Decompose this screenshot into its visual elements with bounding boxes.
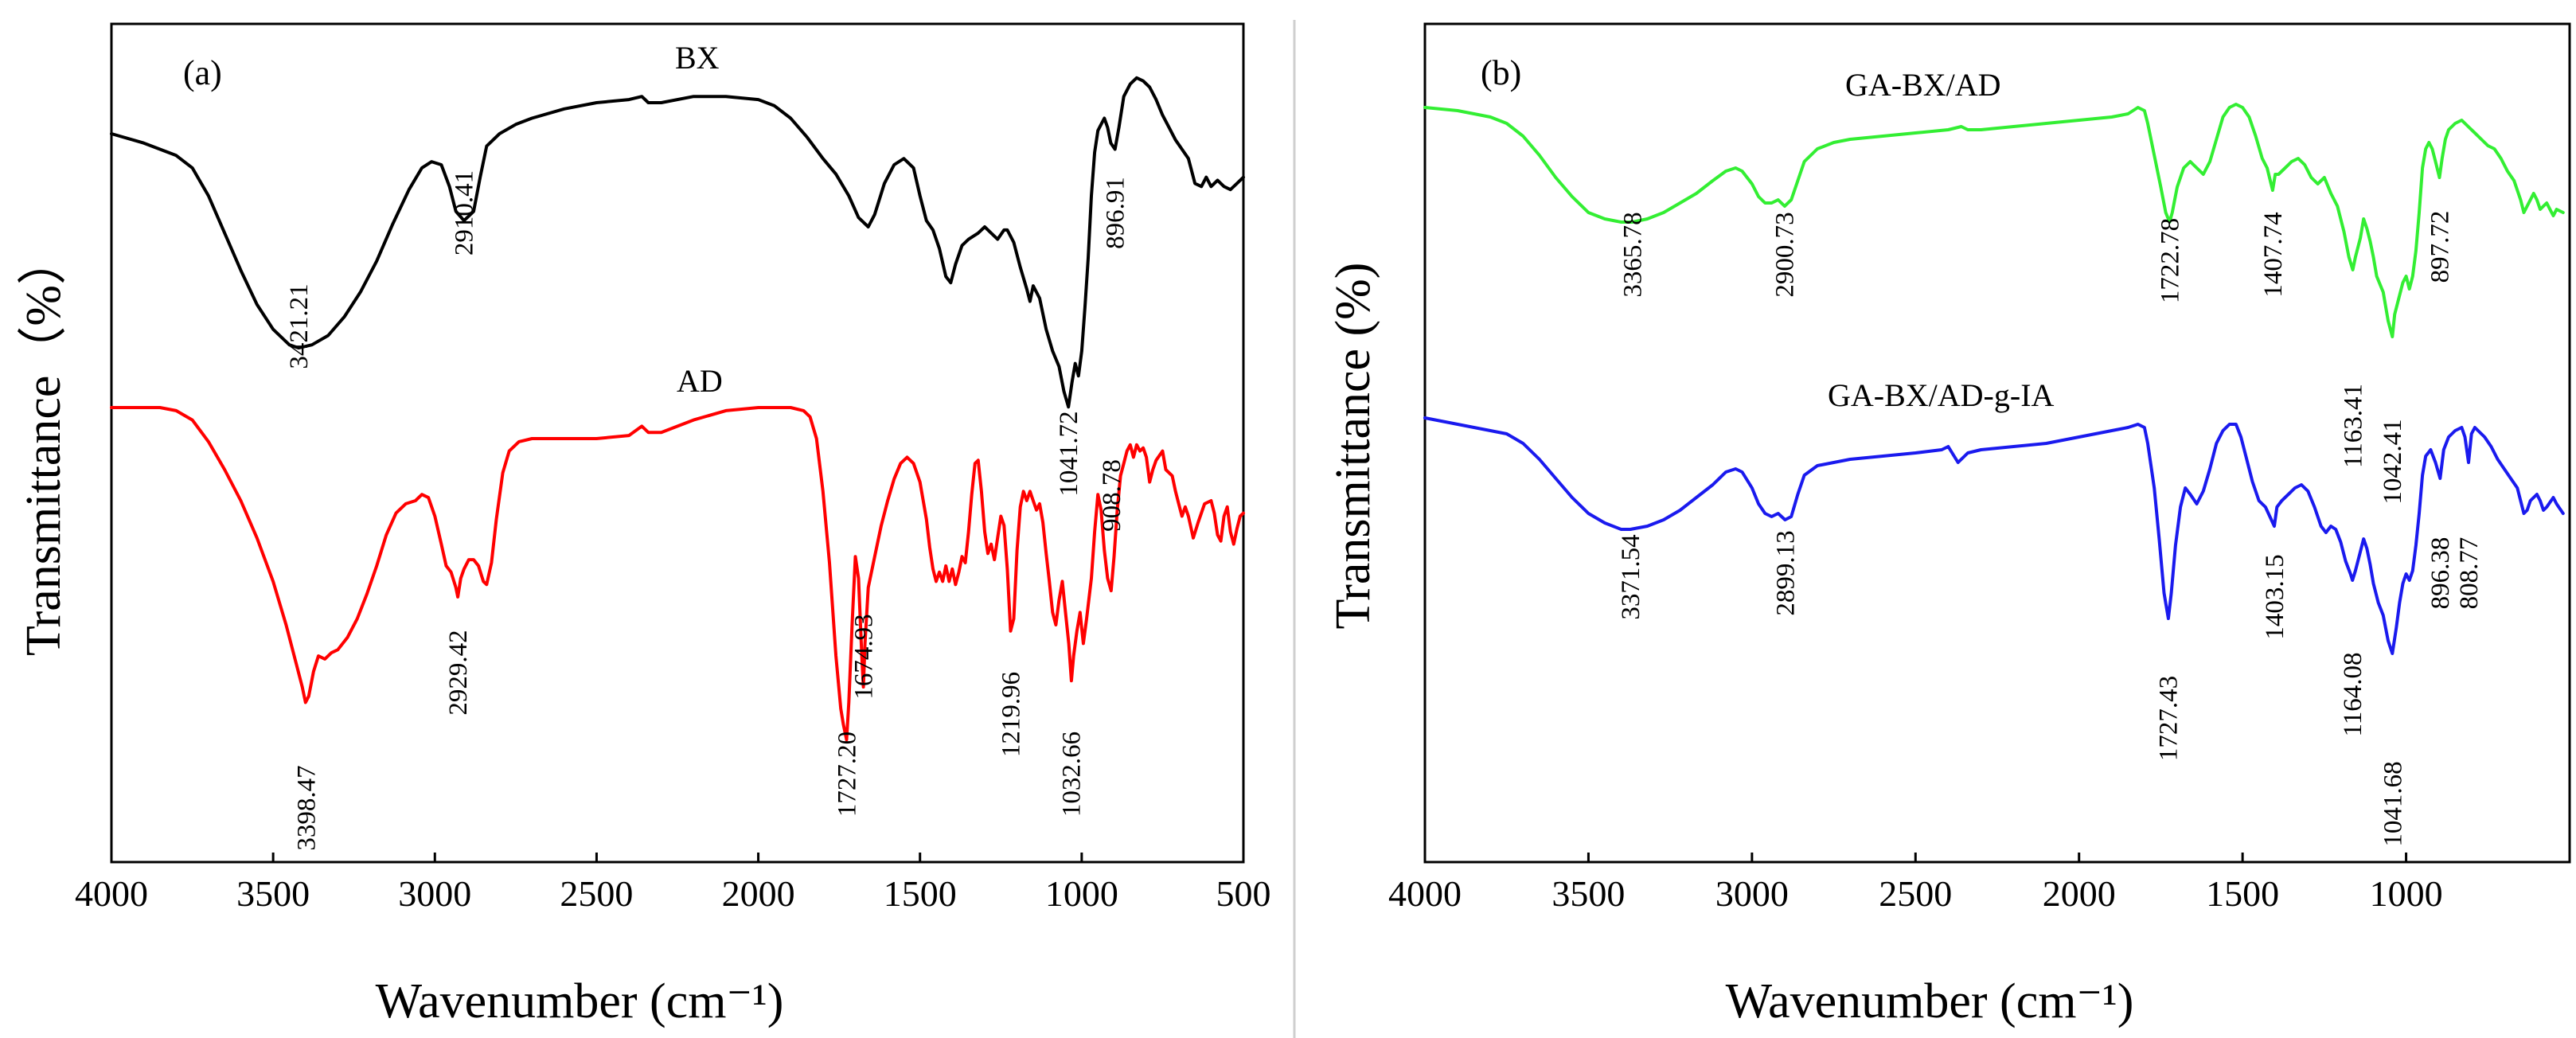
peak-label: 1041.72	[1055, 411, 1083, 496]
peak-label: 2929.42	[444, 630, 473, 715]
peak-label: 896.38	[2426, 537, 2455, 610]
peak-label: 1164.08	[2339, 652, 2367, 736]
series-line-ga-bx-ad-g-ia	[1423, 416, 2565, 655]
peak-label: 1032.66	[1058, 732, 1087, 817]
peak-label: 1407.74	[2259, 212, 2288, 297]
panel-a-axes-frame	[110, 22, 1245, 864]
x-tick-label: 4000	[75, 873, 148, 914]
peak-label: 896.91	[1102, 177, 1130, 249]
panel-b-plot-area: 4000 3500 3000 2500 2000 1500 1000 3365.78 2900.…	[1388, 22, 2571, 914]
peak-label: 3398.47	[292, 765, 321, 850]
x-tick-label: 1000	[2370, 873, 2443, 914]
x-tick-label: 1500	[884, 873, 957, 914]
peak-label: 1041.68	[2379, 761, 2407, 846]
peak-label: 908.78	[1098, 459, 1126, 532]
x-tick-label: 500	[1216, 873, 1271, 914]
peak-label: 897.72	[2426, 211, 2455, 283]
x-tick-label: 3000	[398, 873, 471, 914]
peak-label: 1163.41	[2339, 384, 2367, 468]
series-label-bx: BX	[675, 40, 720, 76]
peak-label: 3365.78	[1619, 212, 1648, 297]
peak-label: 3371.54	[1617, 534, 1645, 619]
panel-b-x-axis-title: Wavenumber (cm⁻¹)	[1726, 974, 2134, 1028]
peak-label: 1042.41	[2379, 419, 2407, 504]
series-line-ga-bx-ad	[1423, 103, 2565, 338]
panel-b-y-axis-title: Transmittance (%)	[1326, 263, 1380, 630]
panel-b-tag: (b)	[1481, 53, 1521, 92]
panel-b: 4000 3500 3000 2500 2000 1500 1000 3365.78 2900.…	[1326, 22, 2571, 1028]
x-tick-label: 2500	[1879, 873, 1952, 914]
panel-a-tag: (a)	[183, 53, 222, 92]
x-tick-label: 3500	[236, 873, 310, 914]
panel-a-plot-area: 4000 3500 3000 2500 2000 1500 1000 500 3421.21 29…	[75, 22, 1271, 914]
x-tick-label: 1500	[2206, 873, 2279, 914]
peak-label: 1219.96	[997, 672, 1026, 757]
panel-b-axes-frame	[1423, 22, 2571, 864]
peak-label: 1403.15	[2261, 554, 2289, 639]
x-tick-label: 2000	[2043, 873, 2116, 914]
peak-label: 1727.43	[2155, 676, 2184, 761]
series-label-ga-bx-ad-g-ia: GA-BX/AD-g-IA	[1828, 377, 2055, 413]
peak-label: 1674.93	[850, 614, 879, 699]
peak-label: 2910.41	[451, 170, 479, 256]
x-tick-label: 3000	[1715, 873, 1789, 914]
peak-label: 2899.13	[1771, 530, 1800, 615]
series-line-ad	[110, 406, 1245, 742]
x-tick-label: 2000	[722, 873, 795, 914]
panel-a: 4000 3500 3000 2500 2000 1500 1000 500 3421.21 29…	[17, 22, 1271, 1028]
series-line-bx	[110, 76, 1245, 409]
x-tick-label: 1000	[1045, 873, 1118, 914]
panel-a-x-axis-title: Wavenumber (cm⁻¹)	[376, 974, 784, 1028]
x-tick-label: 3500	[1551, 873, 1625, 914]
series-label-ga-bx-ad: GA-BX/AD	[1845, 67, 2001, 103]
x-tick-label: 4000	[1388, 873, 1462, 914]
peak-label: 1722.78	[2156, 218, 2185, 303]
x-tick-label: 2500	[560, 873, 633, 914]
peak-label: 3421.21	[285, 283, 314, 369]
peak-label: 2900.73	[1771, 212, 1800, 297]
peak-label: 1727.20	[833, 732, 861, 817]
panel-a-y-axis-title: Transmittance（%）	[17, 236, 71, 656]
series-label-ad: AD	[677, 363, 723, 399]
peak-label: 808.77	[2455, 537, 2484, 610]
